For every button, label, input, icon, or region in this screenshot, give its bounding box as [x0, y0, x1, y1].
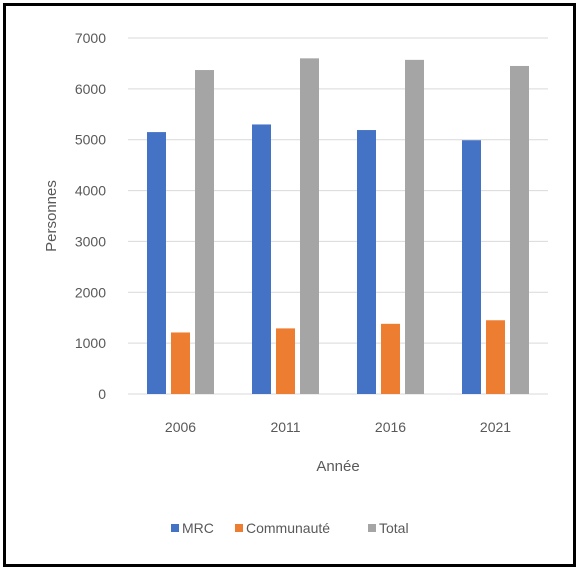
bar-communauté-2016: [381, 323, 400, 394]
bars: [147, 58, 529, 395]
bar-total-2006: [195, 70, 214, 394]
x-axis-ticks: 2006 2011 2016 2021: [165, 419, 511, 435]
bar-mrc-2011: [252, 124, 271, 394]
legend-swatch-communauté: [235, 524, 243, 532]
gridlines: [128, 37, 548, 395]
x-tick-label: 2006: [165, 419, 196, 435]
y-tick-label: 5000: [75, 132, 106, 148]
bar-mrc-2006: [147, 132, 166, 395]
bar-mrc-2016: [357, 130, 376, 394]
y-tick-label: 4000: [75, 183, 106, 199]
x-tick-label: 2011: [270, 419, 300, 435]
x-tick-label: 2021: [480, 419, 511, 435]
y-tick-label: 2000: [75, 284, 106, 300]
legend-label: Total: [379, 520, 409, 536]
bar-communauté-2006: [171, 332, 190, 394]
legend-swatch-mrc: [171, 524, 179, 532]
y-tick-label: 0: [98, 386, 106, 402]
bar-total-2011: [300, 58, 319, 394]
y-tick-label: 1000: [75, 335, 106, 351]
y-axis-ticks: 0 1000 2000 3000 4000 5000 6000 7000: [75, 30, 106, 402]
bar-mrc-2021: [462, 140, 481, 394]
bar-total-2016: [405, 59, 424, 395]
legend: MRC Communauté Total: [171, 520, 409, 536]
y-tick-label: 6000: [75, 81, 106, 97]
y-tick-label: 3000: [75, 233, 106, 249]
x-axis-title: Année: [316, 458, 359, 475]
legend-label: MRC: [182, 520, 214, 536]
x-tick-label: 2016: [375, 419, 406, 435]
bar-total-2021: [510, 65, 529, 394]
legend-swatch-total: [368, 524, 376, 532]
y-axis-title: Personnes: [43, 180, 60, 252]
bar-communauté-2021: [486, 320, 505, 394]
bar-communauté-2011: [276, 328, 295, 394]
y-tick-label: 7000: [75, 30, 106, 46]
legend-label: Communauté: [246, 520, 330, 536]
